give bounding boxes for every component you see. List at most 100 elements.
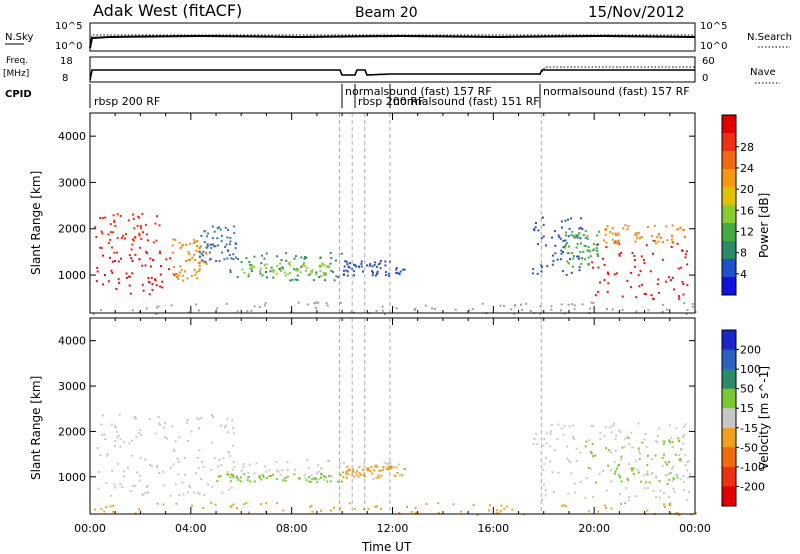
data-point: [229, 480, 232, 483]
data-point: [377, 476, 380, 479]
data-point: [687, 476, 690, 479]
data-point: [279, 473, 282, 476]
data-point: [326, 266, 329, 269]
data-point: [568, 245, 570, 248]
data-point: [691, 305, 694, 308]
data-point: [677, 267, 680, 270]
data-point: [669, 472, 672, 475]
data-point: [632, 467, 635, 470]
data-point: [597, 510, 600, 513]
y-tick-label: 1000: [58, 269, 86, 282]
data-point: [144, 223, 147, 226]
data-point: [551, 471, 554, 474]
data-point: [664, 474, 667, 477]
data-point: [630, 467, 633, 470]
data-point: [610, 507, 613, 510]
data-point: [102, 283, 105, 286]
data-point: [540, 237, 543, 240]
data-point: [567, 262, 570, 265]
data-point: [159, 285, 162, 288]
data-point: [335, 275, 338, 278]
data-point: [643, 487, 646, 490]
data-point: [567, 303, 570, 306]
data-point: [584, 230, 587, 233]
data-point: [132, 218, 135, 221]
data-point: [216, 307, 219, 310]
data-point: [226, 236, 229, 239]
colorbar-segment: [722, 115, 736, 134]
data-point: [262, 474, 265, 477]
data-point: [317, 301, 320, 304]
data-point: [585, 440, 588, 443]
nsearch-tick-top: 10^5: [700, 21, 727, 32]
data-point: [687, 460, 690, 463]
data-point: [220, 424, 222, 427]
data-point: [588, 263, 590, 265]
data-point: [682, 228, 685, 231]
data-point: [221, 251, 224, 254]
data-point: [577, 233, 580, 236]
data-point: [374, 261, 377, 264]
data-point: [241, 268, 244, 271]
data-point: [643, 262, 646, 265]
data-point: [105, 454, 108, 457]
data-point: [549, 432, 552, 435]
data-point: [573, 308, 576, 311]
data-point: [197, 418, 200, 421]
data-point: [383, 313, 386, 315]
data-point: [459, 510, 462, 513]
data-point: [107, 233, 110, 236]
data-point: [174, 273, 177, 276]
data-point: [395, 268, 398, 271]
data-point: [682, 293, 685, 296]
data-point: [689, 473, 692, 476]
data-point: [342, 476, 345, 479]
data-point: [306, 266, 309, 269]
data-point: [226, 257, 229, 260]
data-point: [580, 257, 583, 260]
data-point: [655, 236, 658, 239]
nsky-tick-bottom: 10^0: [55, 41, 82, 52]
cpid-segment-4: normalsound (fast) 151 RF: [393, 95, 540, 108]
data-point: [619, 476, 622, 479]
colorbar-segment: [722, 466, 736, 487]
data-point: [207, 483, 210, 486]
data-point: [571, 265, 574, 268]
data-point: [130, 454, 133, 457]
data-point: [676, 512, 679, 515]
data-point: [626, 479, 629, 482]
data-point: [617, 239, 620, 242]
data-point: [376, 465, 379, 468]
data-point: [684, 256, 687, 259]
data-point: [576, 242, 579, 245]
data-point: [110, 269, 113, 272]
data-point: [172, 266, 175, 269]
data-point: [114, 260, 116, 262]
data-point: [571, 303, 574, 306]
data-point: [336, 480, 339, 483]
data-point: [371, 274, 374, 277]
colorbar-segment: [722, 349, 736, 370]
data-point: [637, 274, 640, 277]
data-point: [683, 488, 686, 491]
data-point: [605, 246, 608, 249]
data-point: [345, 472, 348, 475]
data-point: [681, 249, 684, 252]
data-point: [286, 475, 289, 478]
data-point: [549, 460, 551, 463]
data-point: [343, 265, 346, 268]
data-point: [679, 478, 682, 481]
data-point: [339, 507, 342, 510]
colorbar-segment: [722, 205, 736, 224]
freq-label: Freq.: [6, 56, 28, 66]
data-point: [113, 221, 116, 224]
data-point: [378, 469, 381, 472]
data-point: [587, 249, 590, 252]
data-point: [592, 495, 594, 498]
data-point: [212, 243, 215, 246]
data-point: [315, 301, 318, 304]
data-point: [297, 301, 300, 304]
power-panel: 1000 2000 3000 4000 Slant Range [km] 4 8 12 16…: [29, 112, 771, 315]
beam-title: Beam 20: [355, 5, 418, 21]
data-point: [572, 424, 574, 427]
